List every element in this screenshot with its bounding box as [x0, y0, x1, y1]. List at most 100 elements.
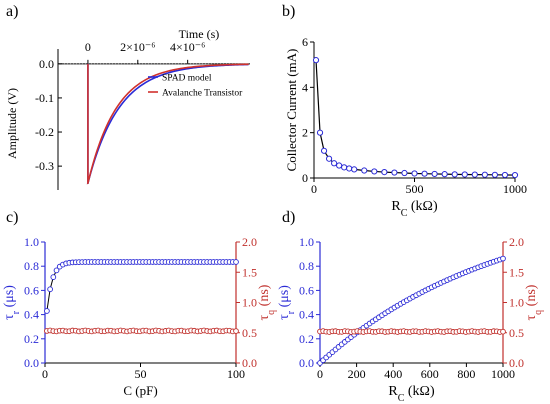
data-point-11: [381, 169, 388, 176]
x-tick-label-5: 1000: [491, 367, 515, 381]
right-y-tick-label-0: 0.0: [242, 356, 257, 370]
right-y-tick-label-4: 2.0: [242, 235, 257, 249]
data-point-10: [371, 168, 378, 175]
left-y-tick-label-1: 0.2: [24, 332, 39, 346]
x-axis-label: C (pF): [123, 383, 157, 398]
left-y-tick-label-1: 0.2: [299, 332, 314, 346]
x-tick-label-2: 100: [227, 367, 245, 381]
data-point-4: [331, 160, 338, 167]
right-y-tick-label-3: 1.5: [242, 265, 257, 279]
data-point-5: [336, 162, 343, 169]
legend-label-0: SPAD model: [162, 74, 212, 84]
x-tick-label-0: 0: [311, 182, 317, 196]
x-tick-label-1: 200: [348, 367, 366, 381]
y-tick-label-2: -0.2: [35, 125, 54, 139]
y-tick-label-1: 2: [302, 126, 308, 140]
data-point-16: [431, 170, 438, 178]
series-line-0: [319, 258, 504, 364]
y-tick-label-1: -0.1: [35, 91, 54, 105]
panel-label-a: a): [6, 3, 18, 20]
data-point-24: [511, 171, 519, 179]
data-point-22: [491, 171, 498, 178]
right-y-tick-label-4: 2.0: [509, 235, 524, 249]
series-1-point-59: [500, 328, 506, 335]
series-line: [315, 60, 516, 176]
series-0-point-59: [233, 259, 239, 265]
series-1-point-59: [233, 328, 239, 334]
y-tick-label-3: 6: [302, 35, 308, 49]
right-y-tick-label-0: 0.0: [509, 356, 524, 370]
series-line-0: [46, 261, 236, 312]
chart-b: 0 500 1000 0 2 4 6 RC (kΩ) Collector Current (mA…: [284, 35, 527, 219]
series-0-point-3: [53, 267, 60, 274]
data-point-8: [351, 166, 358, 173]
data-point-1: [316, 129, 324, 136]
data-point-3: [325, 155, 333, 162]
x-axis-label: RC (kΩ): [391, 199, 438, 219]
x-tick-label-0: 0: [42, 367, 48, 381]
series-0-point-2: [50, 274, 57, 280]
panel-label-d: d): [282, 209, 295, 226]
series-0-point-0: [44, 308, 50, 314]
x-tick-label-2: 4×10⁻⁶: [170, 40, 205, 54]
data-point-14: [411, 170, 418, 177]
left-y-tick-label-2: 0.4: [24, 308, 39, 322]
data-point-20: [471, 171, 478, 178]
x-tick-label-1: 500: [406, 182, 424, 196]
legend-label-1: Avalanche Transistor: [162, 89, 243, 99]
data-point-18: [451, 171, 458, 178]
y-tick-label-2: 4: [302, 80, 308, 94]
right-y-tick-label-3: 1.5: [509, 265, 524, 279]
panel-label-b: b): [282, 3, 295, 20]
left-y-tick-label-3: 0.6: [24, 283, 39, 297]
left-y-tick-label-0: 0.0: [299, 356, 314, 370]
x-tick-label-2: 1000: [503, 182, 527, 196]
right-y-tick-label-1: 0.5: [242, 326, 257, 340]
y-tick-label-0: 0: [302, 171, 308, 185]
x-tick-label-1: 2×10⁻⁶: [120, 40, 155, 54]
left-y-tick-label-2: 0.4: [299, 308, 314, 322]
x-tick-label-1: 50: [135, 367, 147, 381]
y-axis-label: Collector Current (mA): [284, 49, 299, 172]
left-y-tick-label-4: 0.8: [299, 259, 314, 273]
left-y-tick-label-4: 0.8: [24, 259, 39, 273]
right-y-tick-label-2: 1.0: [509, 296, 524, 310]
y-axis-label: Amplitude (V): [5, 88, 19, 159]
data-point-19: [461, 171, 468, 178]
data-point-12: [391, 169, 398, 176]
data-point-9: [361, 167, 368, 174]
left-y-tick-label-5: 1.0: [24, 235, 39, 249]
right-y-tick-label-1: 0.5: [509, 326, 524, 340]
data-point-6: [341, 164, 348, 171]
left-y-tick-label-5: 1.0: [299, 235, 314, 249]
data-point-21: [481, 171, 488, 178]
data-point-0: [312, 57, 320, 64]
right-y-axis-label: τq (ns): [524, 284, 544, 320]
data-point-23: [501, 171, 509, 179]
x-tick-label-3: 600: [421, 367, 439, 381]
series-line-1: [86, 63, 249, 185]
series-0-point-59: [500, 255, 506, 262]
x-tick-label-0: 0: [317, 367, 323, 381]
x-tick-label-4: 800: [457, 367, 475, 381]
left-y-tick-label-0: 0.0: [24, 356, 39, 370]
x-tick-label-0: 0: [85, 40, 91, 54]
chart-d: 0 200 400 600 800 10000.00.20.40.60.81.00.00.…: [277, 235, 544, 404]
panel-label-c: c): [6, 209, 18, 226]
right-y-tick-label-2: 1.0: [242, 296, 257, 310]
y-tick-label-3: -0.3: [35, 159, 54, 173]
data-point-7: [346, 165, 353, 172]
data-point-15: [421, 170, 428, 177]
data-point-13: [401, 169, 408, 177]
left-y-axis-label: τr (μs): [2, 285, 22, 320]
x-tick-label-2: 400: [384, 367, 402, 381]
series-0-point-1: [47, 286, 53, 293]
right-y-axis-label: τq (ns): [257, 284, 277, 320]
x-axis-label: RC (kΩ): [388, 384, 435, 404]
x-axis-label: Time (s): [179, 27, 220, 41]
data-point-2: [320, 147, 328, 154]
chart-c: 0 50 1000.00.20.40.60.81.00.00.51.01.52.0C…: [2, 235, 277, 398]
left-y-axis-label: τr (μs): [277, 285, 297, 320]
